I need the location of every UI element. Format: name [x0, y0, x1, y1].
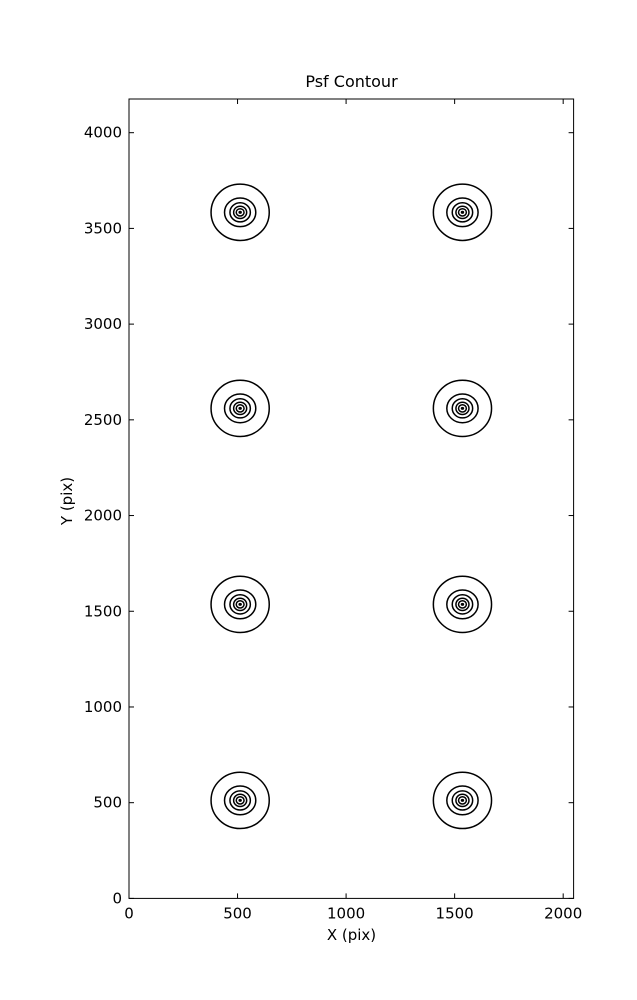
psf-contour-cluster [432, 183, 493, 242]
psf-contour-cluster [210, 575, 270, 634]
contour-ring [229, 202, 252, 223]
psf-center-dot [460, 406, 465, 410]
contour-ring [446, 197, 479, 228]
y-tick-label: 2500 [84, 411, 122, 429]
contour-ring [455, 205, 470, 220]
y-tick-label: 0 [112, 889, 122, 907]
y-tick-label: 2000 [84, 507, 122, 525]
psf-contour-cluster [210, 379, 270, 438]
contour-ring [457, 796, 468, 805]
psf-contour-cluster [432, 379, 493, 438]
y-tick-label: 3500 [84, 219, 122, 237]
contour-ring [446, 785, 479, 816]
contour-ring [455, 793, 470, 808]
contour-ring [229, 594, 252, 615]
y-tick-label: 1500 [84, 602, 122, 620]
contour-ring [232, 793, 248, 808]
psf-contour-cluster [432, 575, 493, 634]
contour-ring [446, 393, 479, 424]
contour-ring [235, 207, 245, 217]
psf-center-dot [238, 210, 242, 214]
contour-ring [432, 771, 493, 830]
y-tick-label: 4000 [84, 124, 122, 142]
contour-ring [451, 202, 474, 223]
psf-center-dot [238, 798, 242, 802]
x-tick-label: 500 [223, 904, 252, 922]
contour-ring [451, 398, 474, 419]
y-tick-label: 3000 [84, 315, 122, 333]
psf-center-dot [238, 602, 242, 606]
psf-center-dot [460, 798, 465, 802]
psf-contour-cluster [210, 183, 270, 242]
contour-ring [232, 401, 248, 416]
chart-title: Psf Contour [305, 72, 398, 91]
contour-ring [235, 599, 245, 609]
contour-ring [446, 589, 479, 620]
contour-ring [235, 403, 245, 413]
contour-ring [235, 796, 245, 805]
contour-ring [432, 183, 493, 242]
x-tick-label: 0 [124, 904, 134, 922]
y-tick-label: 500 [93, 794, 122, 812]
x-tick-label: 2000 [544, 904, 582, 922]
contour-ring [451, 790, 474, 811]
contour-ring [223, 393, 257, 424]
psf-center-dot [238, 406, 242, 410]
contour-ring [223, 785, 257, 816]
contour-ring [210, 183, 270, 242]
psf-center-dot [460, 210, 465, 214]
contour-ring [457, 403, 468, 413]
contour-ring [457, 207, 468, 217]
contour-ring [232, 205, 248, 220]
contour-ring [457, 599, 468, 609]
contour-ring [455, 401, 470, 416]
contour-ring [210, 379, 270, 438]
x-axis-label: X (pix) [326, 926, 377, 944]
y-axis-label: Y (pix) [58, 476, 76, 526]
contour-ring [229, 790, 252, 811]
x-tick-label: 1000 [327, 904, 365, 922]
psf-contour-cluster [210, 771, 270, 830]
contour-ring [229, 398, 252, 419]
y-tick-label: 1000 [84, 698, 122, 716]
contour-ring [432, 379, 493, 438]
x-tick-label: 1500 [436, 904, 474, 922]
contour-ring [232, 597, 248, 612]
psf-center-dot [460, 602, 465, 606]
contour-ring [451, 594, 474, 615]
contour-ring [432, 575, 493, 634]
contour-ring [223, 197, 257, 228]
contour-ring [210, 575, 270, 634]
contour-ring [210, 771, 270, 830]
contour-ring [223, 589, 257, 620]
contour-ring [455, 597, 470, 612]
axes-frame [128, 98, 575, 899]
psf-contour-cluster [432, 771, 493, 830]
